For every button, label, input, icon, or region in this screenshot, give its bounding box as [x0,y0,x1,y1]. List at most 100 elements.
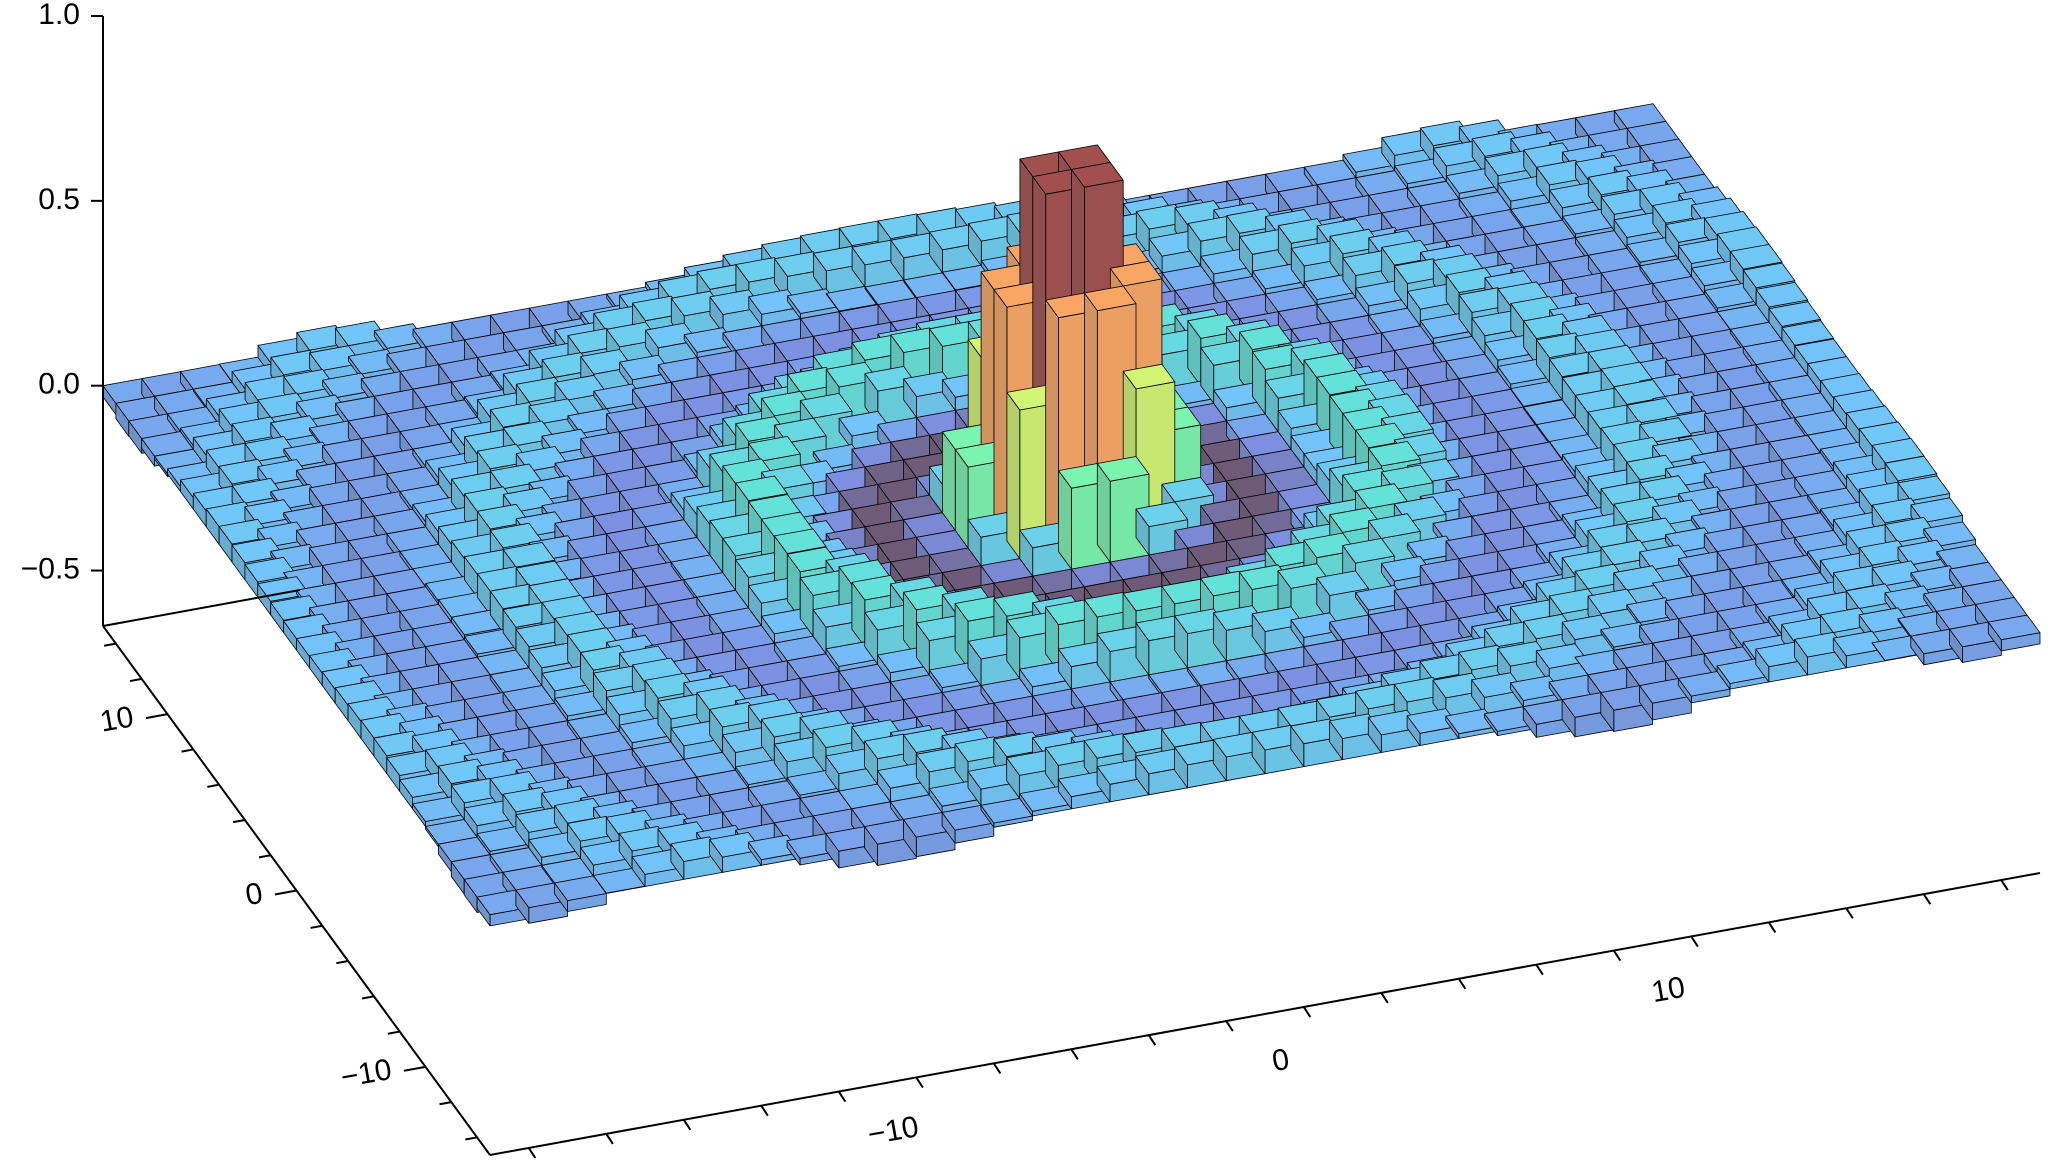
y-tick [258,854,271,859]
bar [1252,263,1305,295]
x-tick [1690,935,1699,948]
bar [709,832,762,873]
x-tick [1845,907,1854,919]
bar-top-face [1639,417,1692,443]
bar-top-face [1161,476,1214,503]
bar-top-face [1084,285,1137,312]
bar [1704,282,1757,313]
bar-top-face [1871,560,1925,586]
y-tick [439,1101,452,1106]
bar-side-face [1045,299,1059,552]
x-tick [760,1105,769,1117]
bar-top-face [1096,456,1150,482]
bar-top-face [1613,565,1666,591]
bar-top-face [1755,281,1809,308]
x-tick-label: 10 [1649,971,1688,1009]
bar [645,322,698,366]
x-tick [1302,1006,1312,1018]
bar [1600,685,1653,732]
bar-top-face [774,528,827,554]
y-tick [274,889,297,896]
y-tick [207,783,220,788]
bar-top-face [1781,320,1834,346]
bar-top-face [283,369,336,395]
x-tick [915,1076,924,1089]
bar-top-face [1535,643,1589,669]
bar [1290,612,1343,648]
bar [1858,607,1912,644]
bar [980,798,1033,828]
bar-top-face [1316,570,1369,596]
bar [941,805,995,844]
bar [825,641,878,672]
x-tick [527,1147,537,1159]
bar-top-face [1832,630,1886,657]
bar [786,770,840,799]
x-tick [1767,921,1777,933]
x-tick-label: 0 [1270,1043,1292,1078]
bar-top-face [799,392,853,419]
y-tick [129,677,142,683]
bar-top-face [1368,513,1421,539]
y-tick [310,924,323,929]
x-tick [1070,1048,1079,1060]
bar-top-face [1987,614,2041,641]
z-tick-label: 0.0 [38,368,80,401]
x-tick [1457,978,1467,990]
x-tick [1612,950,1622,962]
bar-top-face [1820,607,1873,633]
bar-top-face [1897,475,1951,502]
bar [1832,630,1886,669]
bar-top-face [1910,497,1963,523]
x-tick [1535,964,1544,976]
y-tick [232,818,246,824]
bar [1316,570,1369,623]
bar-side-face [1006,391,1021,559]
bar [1677,671,1731,704]
bar-top-face [1071,162,1124,188]
bar [1497,358,1550,390]
bars-layer [102,103,2041,927]
x-tick [2000,879,2009,891]
bar-top-face [1897,539,1951,566]
bar-top-face [257,392,311,419]
bar-top-face [619,354,672,381]
bar [1626,237,1680,267]
bar-top-face [231,537,285,564]
bar-top-face [1729,243,1783,270]
bar-top-face [1884,517,1938,543]
bar-top-face [1122,363,1176,390]
bar-top-face [1561,614,1615,641]
z-tick-label: 0.5 [38,183,80,216]
bar-top-face [1884,455,1938,482]
bar-top-face [1109,260,1163,287]
bar-top-face [735,475,788,502]
bar-top-face [244,556,297,583]
bar-top-face [787,288,840,314]
bar [1471,672,1524,715]
bar-top-face [645,322,698,349]
bar-top-face [1845,583,1899,609]
y-tick [181,748,194,753]
bar-top-face [1884,585,1938,611]
bar-top-face [1471,131,1525,157]
y-tick [145,713,168,720]
bar-top-face [825,285,879,312]
y-tick [387,1030,400,1035]
bar [1406,708,1460,746]
x-tick [1147,1034,1157,1046]
bar-top-face [1368,440,1421,467]
bar [787,288,840,320]
bar-top-face [1342,538,1395,564]
bar-top-face [1768,301,1822,327]
x-tick [1225,1020,1234,1032]
y-tick [336,960,349,965]
z-tick-label: −0.5 [21,552,80,585]
bar-top-face [296,394,349,421]
bar-top-face [1858,607,1912,633]
x-tick [1380,992,1389,1004]
y-tick-label: 0 [243,877,265,912]
bar-top-face [309,345,362,371]
bar-top-face [244,499,298,525]
bar [1562,208,1615,239]
